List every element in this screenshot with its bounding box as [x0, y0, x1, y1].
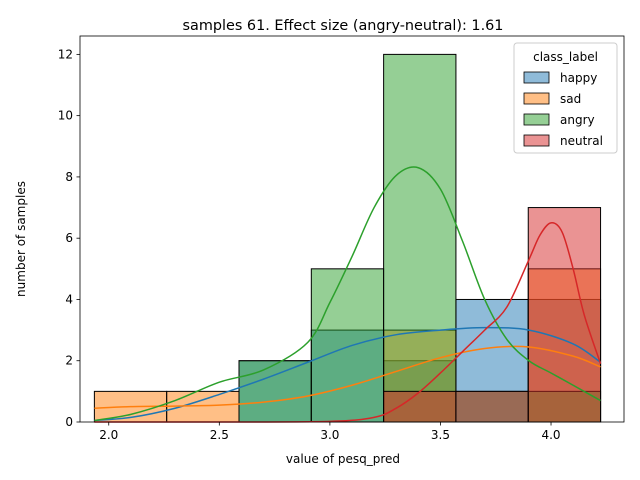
y-tick-label: 4 — [65, 292, 73, 306]
kde-line-neutral — [94, 222, 602, 423]
legend-box — [513, 42, 618, 154]
plot-area — [93, 53, 602, 423]
legend-label-neutral: neutral — [560, 134, 603, 148]
y-tick-label: 0 — [65, 415, 73, 429]
legend-label-angry: angry — [560, 113, 595, 127]
legend-swatch-neutral — [523, 134, 550, 147]
x-tick-label: 2.5 — [210, 428, 229, 442]
bar-neutral-4 — [383, 390, 457, 423]
x-tick-label: 2.0 — [99, 428, 118, 442]
x-tick-label: 3.5 — [431, 428, 450, 442]
y-tick-label: 10 — [58, 109, 73, 123]
y-tick-label: 2 — [65, 354, 73, 368]
x-tick-label: 4.0 — [541, 428, 560, 442]
y-tick-label: 6 — [65, 231, 73, 245]
legend-swatch-sad — [523, 92, 550, 105]
chart-title: samples 61. Effect size (angry-neutral):… — [183, 18, 504, 34]
x-tick-label: 3.0 — [320, 428, 339, 442]
legend-label-sad: sad — [560, 92, 581, 106]
y-tick-label: 8 — [65, 170, 73, 184]
bar-angry-4 — [383, 53, 457, 423]
x-axis-label: value of pesq_pred — [286, 452, 400, 466]
legend-title: class_label — [533, 50, 598, 64]
bar-neutral-5 — [455, 390, 529, 423]
kde-line-sad — [94, 345, 601, 409]
legend-swatch-happy — [523, 71, 550, 84]
axes-frame — [79, 35, 625, 423]
legend-swatch-angry — [523, 113, 550, 126]
bar-angry-3 — [310, 268, 385, 423]
kde-line-happy — [94, 326, 601, 422]
bar-angry-2 — [238, 360, 312, 423]
bar-neutral-6 — [527, 207, 602, 423]
y-axis-label: number of samples — [14, 181, 28, 297]
kde-line-angry — [94, 166, 601, 422]
axes: 2.0 2.5 3.0 3.5 4.0 0 2 4 6 8 10 12 — [58, 35, 625, 442]
legend-label-happy: happy — [560, 71, 597, 85]
y-tick-label: 12 — [58, 47, 73, 61]
